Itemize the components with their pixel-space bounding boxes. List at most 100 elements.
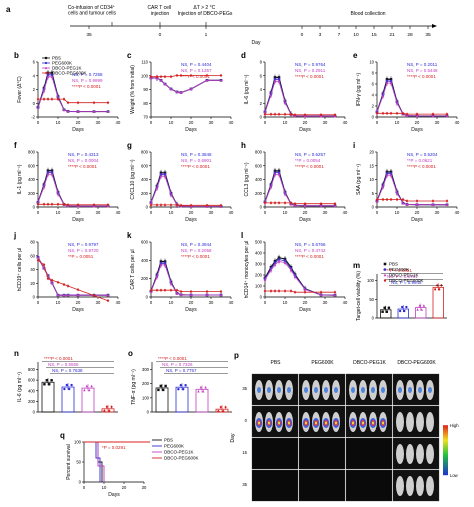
- series-line-PBS: [38, 171, 108, 207]
- y-tick-label: 90: [143, 87, 148, 92]
- mouse-silhouette: [416, 412, 424, 432]
- y-tick-label: 6: [372, 82, 375, 87]
- y-tick-label: 0: [146, 205, 149, 210]
- y-axis-label: TNF-α (pg ml⁻¹): [131, 369, 137, 405]
- series-line-DBCO-PEG1K: [377, 83, 447, 116]
- stat-annotation: NS, P = 0.4404: [181, 62, 212, 67]
- y-tick-label: -2: [31, 115, 35, 120]
- series-line-PBS: [151, 173, 221, 207]
- data-point: [106, 405, 108, 408]
- timeline-tick: 7: [338, 32, 341, 38]
- mouse-silhouette: [426, 412, 434, 432]
- stat-annotation: NS, P = 0.4313: [68, 152, 99, 157]
- x-tick-label: 40: [116, 300, 121, 305]
- panel-label-j: j: [13, 231, 16, 240]
- signal: [418, 387, 422, 393]
- data-point: [164, 75, 167, 78]
- y-axis-label: CCL3 (pg ml⁻¹): [244, 162, 250, 196]
- mouse-silhouette: [396, 476, 404, 496]
- stat-annotation: ****P < 0.0001: [181, 164, 210, 169]
- imaging-cell: [252, 470, 298, 501]
- x-tick-label: 10: [283, 120, 288, 125]
- data-point: [45, 62, 47, 64]
- timeline-arrow: [432, 24, 437, 28]
- signal: [428, 387, 432, 393]
- panel-label-g: g: [127, 141, 132, 150]
- bar: [82, 388, 94, 412]
- y-tick-label: 0: [372, 205, 375, 210]
- data-point: [220, 74, 223, 77]
- y-tick-label: 400: [141, 177, 149, 182]
- panel-label-p: p: [234, 351, 239, 360]
- data-point: [110, 405, 112, 408]
- stat-annotation: *P = 0.0291: [102, 445, 126, 450]
- bar: [196, 389, 208, 412]
- signal: [398, 387, 402, 393]
- data-point: [432, 199, 435, 202]
- data-point: [46, 379, 48, 381]
- timeline-axis-label: Day: [252, 40, 261, 46]
- x-tick-label: 10: [283, 300, 288, 305]
- bar: [176, 387, 188, 412]
- series-line-PEG600K: [265, 79, 335, 116]
- data-point: [224, 406, 226, 409]
- data-point: [176, 74, 179, 77]
- y-tick-label: 400: [28, 388, 36, 393]
- data-point: [401, 306, 403, 308]
- panel-label-c: c: [127, 51, 132, 60]
- y-tick-label: 0: [33, 410, 36, 415]
- y-tick-label: 800: [141, 150, 149, 155]
- timeline-tick: 28: [407, 32, 413, 38]
- series-line-PEG600K: [151, 175, 221, 207]
- data-point: [77, 101, 80, 104]
- data-point: [416, 308, 418, 311]
- data-point: [47, 97, 50, 100]
- stat-annotation: **P = 0.0054: [295, 158, 321, 163]
- y-tick-label: 600: [141, 240, 149, 245]
- stat-annotation: ****P < 0.0001: [181, 74, 210, 79]
- y-tick-label: 0: [147, 410, 150, 415]
- x-tick-label: 30: [96, 120, 101, 125]
- x-tick-label: 20: [415, 120, 420, 125]
- bar: [156, 388, 168, 412]
- x-tick-label: 10: [395, 210, 400, 215]
- y-tick-label: 0: [33, 101, 36, 106]
- series-line-PEG600K: [377, 81, 447, 116]
- data-point: [390, 112, 393, 115]
- scale-low-label: Low: [450, 473, 459, 478]
- data-point: [405, 306, 407, 308]
- legend-entry: DBCO-PEG600K: [164, 456, 199, 461]
- timeline-tick: 35: [425, 32, 431, 38]
- signal: [324, 387, 328, 393]
- panel-label-b: b: [14, 51, 19, 60]
- stat-annotation: NS, P = 0.7757: [166, 368, 197, 373]
- timeline-tick: 0: [301, 32, 304, 38]
- stat-annotation: ****P < 0.0001: [158, 356, 187, 361]
- data-point: [77, 288, 80, 291]
- x-tick-label: 20: [76, 210, 81, 215]
- imaging-cell: [299, 438, 345, 469]
- data-point: [274, 113, 277, 116]
- panel-label-l: l: [241, 231, 243, 240]
- y-tick-label: 100: [142, 395, 150, 400]
- timeline-event-1: Co-infusion of CD34+ cells and tumour ce…: [68, 4, 117, 17]
- data-point: [220, 406, 222, 409]
- y-tick-label: 4: [260, 87, 263, 92]
- y-tick-label: 10: [369, 60, 374, 65]
- data-point: [164, 203, 167, 206]
- data-point: [220, 290, 223, 293]
- data-point: [86, 385, 88, 388]
- series-line-DBCO-PEG1K: [38, 174, 108, 206]
- stat-annotation: NS, P = 0.3944: [181, 242, 212, 247]
- stat-annotation: ****P < 0.0001: [295, 74, 324, 79]
- y-tick-label: 4: [33, 73, 36, 78]
- mouse-silhouette: [416, 476, 424, 496]
- column-header: PEG600K: [311, 360, 334, 366]
- x-tick-label: 10: [56, 120, 61, 125]
- mouse-silhouette: [396, 444, 404, 464]
- y-tick-label: 5: [372, 191, 375, 196]
- x-tick-label: 40: [455, 120, 460, 125]
